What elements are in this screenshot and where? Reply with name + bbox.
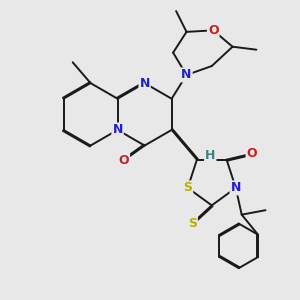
Text: O: O [247,147,257,160]
Text: O: O [208,24,219,37]
Text: N: N [181,68,192,82]
Text: N: N [140,76,150,90]
Text: H: H [205,149,215,162]
Text: S: S [188,217,197,230]
Text: N: N [231,182,241,194]
Text: S: S [183,182,192,194]
Text: O: O [118,154,129,167]
Text: N: N [112,123,123,136]
